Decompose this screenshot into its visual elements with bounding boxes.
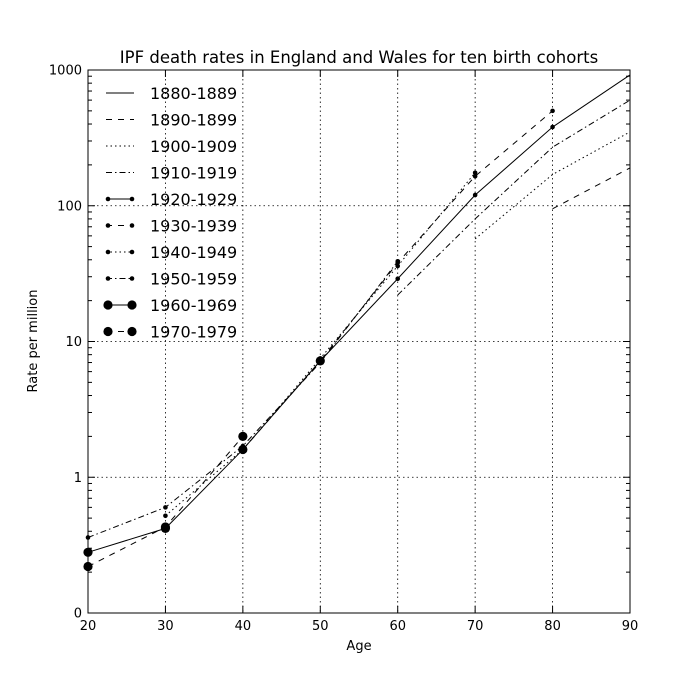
data-point [472, 173, 478, 179]
data-point [315, 356, 325, 366]
data-point [395, 276, 401, 282]
legend-label: 1960-1969 [150, 296, 237, 315]
legend-label: 1880-1889 [150, 84, 237, 103]
x-tick-label: 20 [80, 619, 97, 634]
legend-marker [129, 223, 135, 228]
legend-label: 1900-1909 [150, 137, 237, 156]
data-point [395, 263, 401, 269]
legend-marker [105, 223, 111, 228]
legend-marker [103, 300, 113, 310]
legend-marker [127, 326, 137, 337]
legend-marker [105, 196, 111, 202]
series-line-1890-1899 [552, 167, 631, 210]
legend-entry: 1940-1949 [105, 243, 237, 262]
y-tick-label: 1000 [49, 64, 82, 79]
legend-marker [105, 276, 111, 281]
series-line-1910-1919 [397, 99, 631, 296]
x-tick-label: 40 [235, 619, 252, 634]
y-axis-title: Rate per million [26, 290, 41, 393]
legend-label: 1940-1949 [150, 243, 237, 262]
grid [88, 70, 630, 613]
series-line-1920-1929 [319, 126, 553, 362]
data-point [163, 505, 168, 510]
legend-entry: 1970-1979 [103, 323, 237, 342]
data-point [472, 170, 478, 176]
legend-marker [105, 249, 111, 255]
data-point [163, 513, 168, 519]
legend-label: 1950-1959 [150, 270, 237, 289]
legend: 1880-1889 1890-1899 1900-1909 1910-1919 1920… [103, 84, 237, 342]
legend-entry: 1960-1969 [103, 296, 237, 315]
legend-label: 1910-1919 [150, 164, 237, 183]
data-point [472, 192, 478, 198]
x-tick-label: 90 [622, 619, 639, 634]
data-point [238, 444, 248, 455]
x-tick-label: 70 [467, 619, 484, 634]
legend-entry: 1900-1909 [106, 137, 237, 156]
x-tick-label: 80 [544, 619, 561, 634]
series-line-1960-1969 [87, 360, 321, 553]
legend-entry: 1890-1899 [106, 111, 237, 130]
x-axis-title: Age [346, 639, 371, 654]
y-axis: 0 1 10 100 1000 [49, 64, 630, 622]
x-tick-label: 50 [312, 619, 329, 634]
y-tick-label: 10 [65, 335, 82, 350]
legend-marker [103, 326, 113, 337]
x-tick-label: 60 [389, 619, 406, 634]
y-tick-label: 1 [74, 471, 82, 486]
series-group [83, 74, 631, 572]
series-line-1950-1959 [87, 260, 399, 538]
data-point [550, 124, 555, 130]
legend-entry: 1920-1929 [105, 190, 237, 209]
legend-label: 1920-1929 [150, 190, 237, 209]
legend-entry: 1910-1919 [106, 164, 237, 183]
legend-marker [129, 249, 135, 255]
legend-entry: 1930-1939 [105, 217, 237, 236]
series-line-1880-1889 [552, 74, 631, 128]
data-point [395, 258, 401, 264]
legend-entry: 1950-1959 [105, 270, 237, 289]
data-point [550, 108, 555, 114]
chart-title: IPF death rates in England and Wales for… [120, 48, 598, 67]
x-tick-label: 30 [157, 619, 174, 634]
legend-marker [129, 276, 135, 281]
data-point [238, 431, 248, 441]
y-tick-label: 0 [74, 607, 82, 622]
legend-label: 1930-1939 [150, 217, 237, 236]
legend-label: 1890-1899 [150, 111, 237, 130]
legend-entry: 1880-1889 [106, 84, 237, 103]
legend-marker [127, 300, 137, 310]
y-tick-label: 100 [57, 199, 82, 214]
legend-label: 1970-1979 [150, 323, 237, 342]
plot-frame [87, 69, 631, 614]
legend-marker [129, 196, 135, 202]
data-point [160, 522, 171, 532]
